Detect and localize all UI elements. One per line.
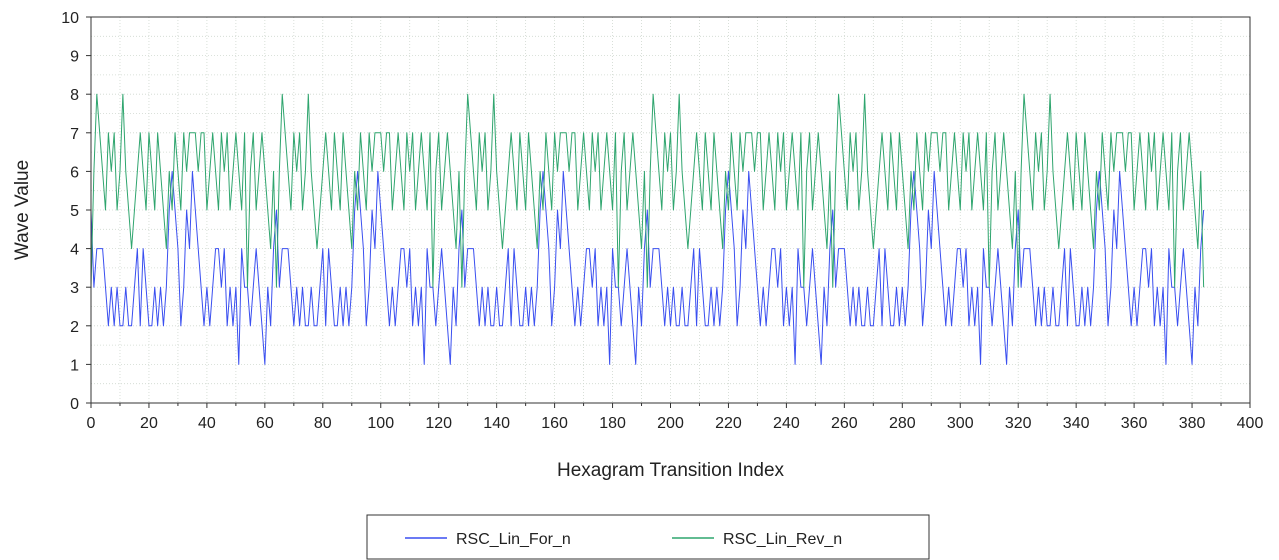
axis-ticks: 0 20 40 60 80 100 120 140 160 180 200 220 240 260 280 3… bbox=[61, 10, 1263, 432]
x-tick-label: 300 bbox=[947, 415, 974, 432]
y-tick-label: 2 bbox=[70, 319, 79, 336]
x-tick-label: 60 bbox=[256, 415, 274, 432]
y-tick-label: 5 bbox=[70, 203, 79, 220]
x-tick-label: 160 bbox=[541, 415, 568, 432]
y-tick-label: 0 bbox=[70, 396, 79, 413]
x-tick-label: 400 bbox=[1237, 415, 1264, 432]
series-lines bbox=[90, 93, 1205, 365]
legend-label-rsc-lin-rev-n: RSC_Lin_Rev_n bbox=[723, 531, 842, 548]
x-tick-label: 260 bbox=[831, 415, 858, 432]
legend: RSC_Lin_For_n RSC_Lin_Rev_n bbox=[366, 514, 930, 560]
x-tick-label: 220 bbox=[715, 415, 742, 432]
x-tick-label: 360 bbox=[1121, 415, 1148, 432]
y-tick-label: 10 bbox=[61, 10, 79, 27]
x-tick-label: 20 bbox=[140, 415, 158, 432]
y-tick-label: 9 bbox=[70, 49, 79, 66]
x-tick-label: 380 bbox=[1179, 415, 1206, 432]
x-tick-label: 180 bbox=[599, 415, 626, 432]
y-tick-label: 4 bbox=[70, 242, 79, 259]
y-tick-label: 8 bbox=[70, 87, 79, 104]
x-tick-label: 80 bbox=[314, 415, 332, 432]
y-tick-label: 3 bbox=[70, 280, 79, 297]
x-tick-label: 40 bbox=[198, 415, 216, 432]
x-tick-label: 340 bbox=[1063, 415, 1090, 432]
y-tick-label: 7 bbox=[70, 126, 79, 143]
x-tick-label: 240 bbox=[773, 415, 800, 432]
legend-box bbox=[366, 514, 930, 560]
legend-label-rsc-lin-for-n: RSC_Lin_For_n bbox=[456, 531, 571, 548]
x-tick-label: 200 bbox=[657, 415, 684, 432]
x-tick-label: 320 bbox=[1005, 415, 1032, 432]
y-axis-label: Wave Value bbox=[12, 160, 33, 260]
series-line-rsc-lin-for-n bbox=[90, 170, 1205, 365]
x-tick-label: 280 bbox=[889, 415, 916, 432]
x-tick-label: 140 bbox=[483, 415, 510, 432]
x-tick-label: 0 bbox=[87, 415, 96, 432]
y-tick-label: 1 bbox=[70, 357, 79, 374]
y-tick-label: 6 bbox=[70, 164, 79, 181]
x-tick-label: 100 bbox=[367, 415, 394, 432]
x-axis-label: Hexagram Transition Index bbox=[557, 460, 785, 481]
series-line-rsc-lin-rev-n bbox=[90, 93, 1205, 288]
x-tick-label: 120 bbox=[425, 415, 452, 432]
